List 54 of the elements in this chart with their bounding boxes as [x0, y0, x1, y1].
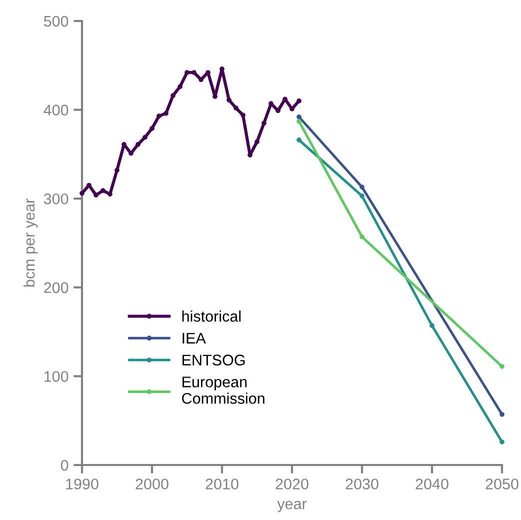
point: [80, 190, 84, 196]
point: [262, 120, 266, 126]
point: [296, 118, 302, 124]
point: [192, 70, 196, 75]
x-axis-title: year: [277, 500, 307, 512]
y-tick-label: 500: [44, 16, 68, 27]
point: [128, 150, 134, 156]
x-tick-label: 2010: [206, 478, 238, 490]
point: [136, 142, 140, 147]
point: [500, 364, 504, 369]
point: [240, 112, 246, 118]
point: [142, 134, 148, 140]
point: [94, 192, 98, 198]
point: [360, 234, 364, 240]
x-tick-label: 1990: [66, 478, 98, 490]
point: [296, 98, 302, 104]
point: [254, 139, 260, 144]
legend-label: European Commission: [182, 376, 264, 404]
x-tick-label: 2020: [276, 478, 308, 490]
point: [360, 184, 364, 190]
point: [184, 70, 190, 75]
point: [198, 77, 204, 82]
point: [150, 126, 154, 131]
legend-label: historical: [182, 310, 241, 322]
point: [276, 108, 280, 114]
x-tick-label: 2050: [486, 478, 518, 490]
x-tick-label: 2000: [136, 478, 168, 490]
legend-label: ENTSOG: [182, 354, 245, 366]
point: [164, 110, 168, 116]
point: [226, 98, 232, 102]
point: [108, 192, 112, 197]
point: [430, 323, 434, 328]
point: [170, 93, 176, 98]
y-tick-label: 100: [44, 371, 68, 382]
x-tick-label: 2030: [346, 478, 378, 490]
x-tick-label: 2040: [416, 478, 448, 490]
y-axis-title: bcm per year: [24, 198, 38, 287]
point: [500, 439, 504, 444]
point: [178, 84, 182, 90]
point: [296, 114, 302, 120]
point: [86, 182, 92, 188]
y-tick-label: 400: [44, 104, 68, 116]
legend-label: IEA: [182, 332, 206, 344]
point: [156, 114, 162, 118]
point: [500, 412, 504, 417]
point: [360, 194, 364, 198]
point: [100, 188, 106, 194]
point: [248, 152, 252, 158]
y-tick-label: 300: [44, 193, 68, 204]
y-tick-label: 0: [60, 460, 68, 471]
point: [234, 106, 238, 110]
point: [114, 168, 120, 173]
y-tick-label: 200: [44, 282, 68, 294]
point: [296, 138, 302, 142]
